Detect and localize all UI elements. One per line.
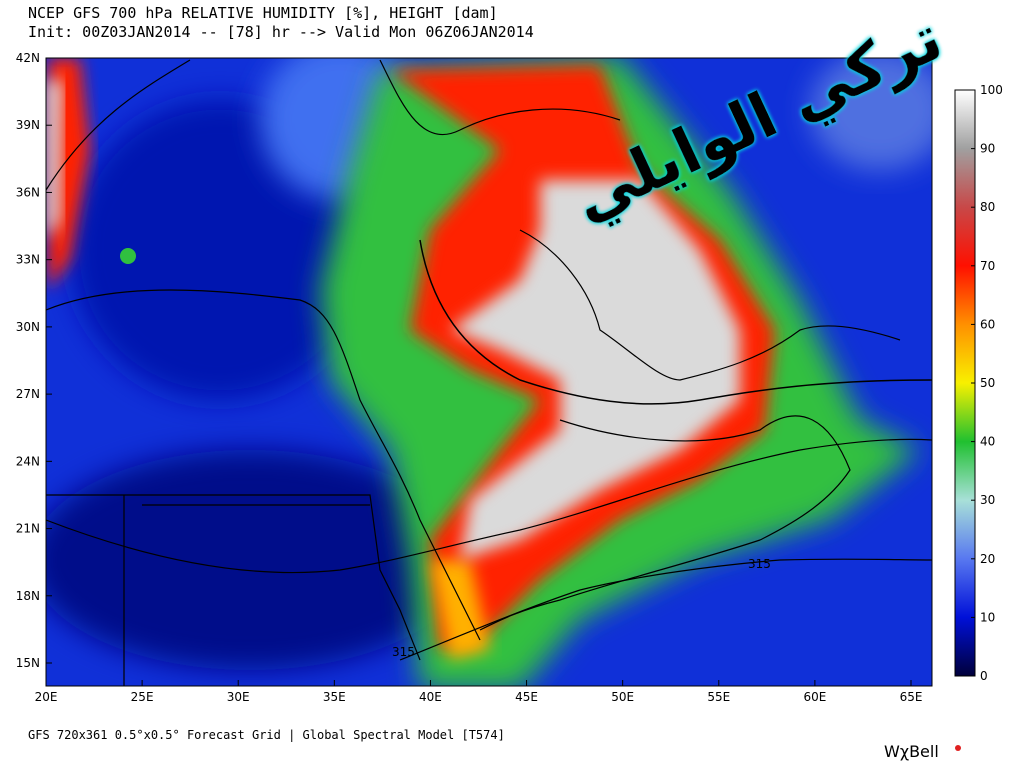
lat-label: 18N: [16, 589, 40, 603]
brand-dot: [955, 745, 961, 751]
lon-label: 25E: [131, 690, 154, 704]
colorbar-label: 0: [980, 669, 988, 683]
colorbar-ticks: 0 10 20 30 40 50 60 70 80 90 100: [971, 83, 1003, 683]
colorbar-label: 60: [980, 317, 995, 331]
lat-label: 21N: [16, 522, 40, 536]
contour-label: 315: [392, 645, 415, 659]
lon-label: 65E: [900, 690, 923, 704]
colorbar-label: 70: [980, 259, 995, 273]
lat-label: 27N: [16, 387, 40, 401]
map: 315 315: [46, 58, 932, 686]
lon-label: 20E: [35, 690, 58, 704]
lon-axis: 20E 25E 30E 35E 40E 45E 50E 55E 60E 65E: [35, 680, 923, 704]
lat-label: 42N: [16, 51, 40, 65]
colorbar-label: 10: [980, 610, 995, 624]
lon-label: 45E: [515, 690, 538, 704]
colorbar-label: 20: [980, 552, 995, 566]
lat-label: 30N: [16, 320, 40, 334]
footer-text: GFS 720x361 0.5°x0.5° Forecast Grid | Gl…: [28, 728, 505, 742]
colorbar-label: 50: [980, 376, 995, 390]
contour-label: 315: [748, 557, 771, 571]
colorbar-label: 40: [980, 435, 995, 449]
colorbar-label: 90: [980, 142, 995, 156]
lat-label: 36N: [16, 185, 40, 199]
lat-label: 39N: [16, 118, 40, 132]
lon-label: 55E: [707, 690, 730, 704]
lat-axis: 15N 18N 21N 24N 27N 30N 33N 36N 39N 42N: [16, 51, 52, 670]
lat-label: 15N: [16, 656, 40, 670]
coastlines: [46, 59, 932, 686]
lat-label: 33N: [16, 253, 40, 267]
lon-label: 35E: [323, 690, 346, 704]
lon-label: 60E: [803, 690, 826, 704]
colorbar-label: 100: [980, 83, 1003, 97]
lon-label: 30E: [227, 690, 250, 704]
map-frame: [45, 57, 933, 687]
map-title: NCEP GFS 700 hPa RELATIVE HUMIDITY [%], …: [28, 4, 498, 22]
lon-label: 40E: [419, 690, 442, 704]
lon-label: 50E: [611, 690, 634, 704]
colorbar-label: 30: [980, 493, 995, 507]
brand: WχBell: [884, 742, 939, 761]
lat-label: 24N: [16, 454, 40, 468]
colorbar-label: 80: [980, 200, 995, 214]
map-subtitle: Init: 00Z03JAN2014 -- [78] hr --> Valid …: [28, 23, 534, 41]
